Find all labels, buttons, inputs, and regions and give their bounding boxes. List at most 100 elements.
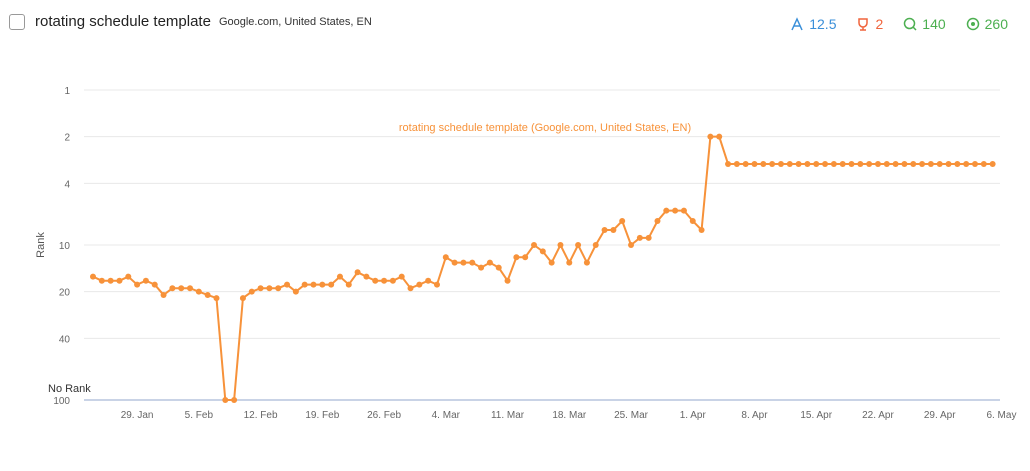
stat-value: 12.5 (809, 16, 837, 32)
point (866, 160, 873, 167)
point (874, 160, 881, 167)
point (460, 259, 467, 266)
stat-value: 140 (922, 16, 946, 32)
point (786, 160, 793, 167)
point (548, 259, 555, 266)
y-axis-title: Rank (35, 232, 47, 258)
point (804, 160, 811, 167)
point (751, 160, 758, 167)
stat: 12.5 (790, 16, 836, 32)
point (222, 397, 229, 403)
keyword-title: rotating schedule template (35, 13, 211, 30)
x-tick-label: 22. Apr (862, 410, 894, 421)
point (954, 160, 961, 167)
x-tick-label: 29. Apr (924, 410, 956, 421)
x-tick-label: 1. Apr (680, 410, 707, 421)
checkbox[interactable] (9, 13, 25, 30)
point (239, 295, 246, 302)
point (407, 285, 414, 292)
point (830, 160, 837, 167)
y-tick-label: 10 (59, 241, 71, 252)
point (495, 264, 502, 271)
point (478, 264, 485, 271)
point (716, 133, 723, 140)
point (134, 281, 141, 288)
point (583, 259, 590, 266)
point (566, 259, 573, 266)
point (513, 254, 520, 261)
point (442, 254, 449, 261)
point (813, 160, 820, 167)
point (107, 277, 114, 284)
point (972, 160, 978, 167)
stats: 12.5 2 140 260 (790, 16, 1008, 32)
x-tick-label: 11. Mar (491, 410, 525, 421)
point (963, 160, 970, 167)
point (839, 160, 846, 167)
y-tick-label: 2 (64, 133, 70, 144)
point (822, 160, 829, 167)
point (927, 160, 934, 167)
point (363, 273, 370, 280)
point (451, 259, 458, 266)
point (204, 291, 211, 298)
point (98, 277, 105, 284)
y-tick-label: 40 (59, 334, 71, 345)
point (504, 277, 511, 284)
point (381, 277, 388, 284)
point (645, 234, 652, 241)
point (945, 160, 952, 167)
point (848, 160, 855, 167)
point (663, 207, 670, 214)
point (231, 397, 238, 403)
point (425, 277, 432, 284)
point (936, 160, 943, 167)
point (398, 273, 405, 280)
point (319, 281, 326, 288)
point (980, 160, 987, 167)
point (169, 285, 176, 292)
point (619, 217, 626, 224)
point (195, 288, 202, 295)
stat: 2 (856, 16, 883, 32)
point (707, 133, 714, 140)
point (601, 226, 608, 233)
point (777, 160, 784, 167)
point (557, 242, 564, 248)
x-tick-label: 26. Feb (367, 410, 401, 421)
point (901, 160, 908, 167)
stat-icon (858, 18, 869, 31)
point (151, 281, 158, 288)
point (742, 160, 749, 167)
point (689, 217, 696, 224)
point (142, 277, 149, 284)
point (178, 285, 185, 292)
point (769, 160, 776, 167)
point (372, 277, 379, 284)
point (266, 285, 273, 292)
point (469, 259, 476, 266)
point (989, 160, 996, 167)
point (910, 160, 917, 167)
point (116, 277, 123, 284)
point (257, 285, 264, 292)
point (292, 288, 299, 295)
point (592, 242, 599, 248)
point (919, 160, 926, 167)
point (416, 281, 423, 288)
stat-icon (904, 17, 917, 31)
x-tick-label: 5. Feb (185, 410, 214, 421)
y-tick-label: 20 (59, 288, 71, 299)
point (531, 242, 537, 248)
no-rank-label: No Rank (48, 383, 91, 395)
x-tick-label: 19. Feb (305, 410, 339, 421)
point (160, 291, 167, 298)
point (354, 269, 361, 276)
point (725, 160, 732, 167)
point (539, 248, 546, 255)
point (672, 207, 679, 214)
point (522, 254, 529, 261)
point (275, 285, 282, 292)
